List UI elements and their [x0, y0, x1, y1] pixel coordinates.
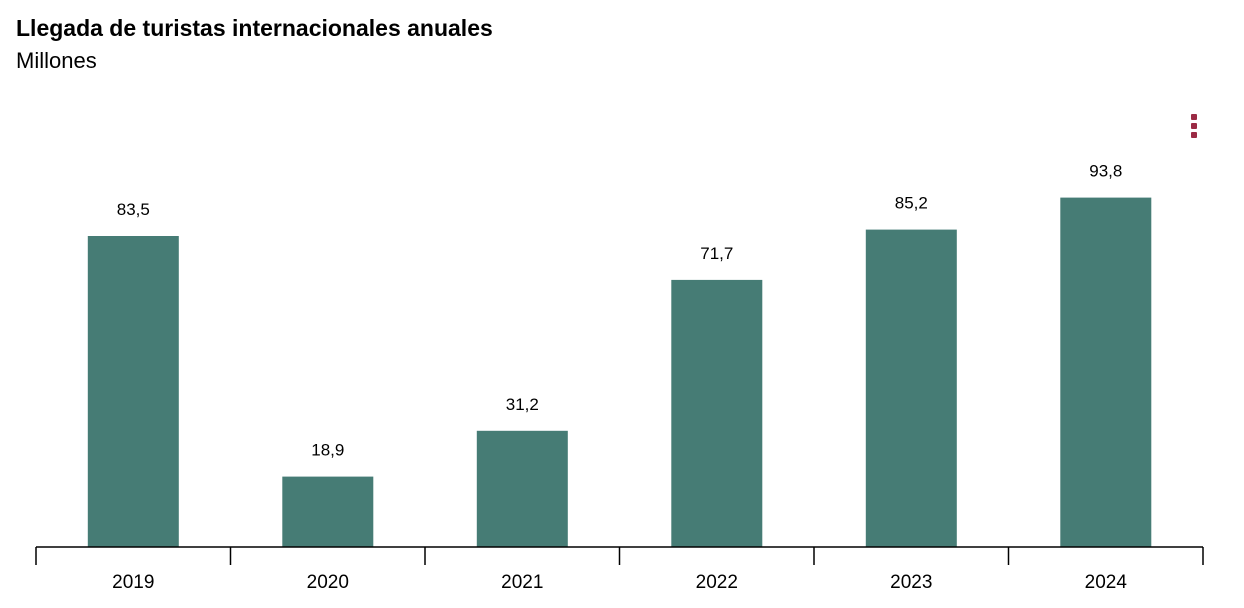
value-label-2019: 83,5 — [117, 200, 150, 219]
value-label-2021: 31,2 — [506, 395, 539, 414]
bars-layer — [87, 197, 1152, 547]
value-label-2022: 71,7 — [700, 244, 733, 263]
bar-2023 — [865, 229, 957, 547]
bar-2022 — [671, 279, 763, 547]
x-tick-label-2021: 2021 — [501, 572, 543, 593]
x-tick-label-2022: 2022 — [696, 572, 738, 593]
x-tick-label-2023: 2023 — [890, 572, 932, 593]
chart-subtitle: Millones — [16, 48, 97, 73]
more-vertical-icon — [1191, 132, 1197, 138]
value-label-2020: 18,9 — [311, 441, 344, 460]
x-tick-label-2024: 2024 — [1085, 572, 1128, 593]
chart-title: Llegada de turistas internacionales anua… — [16, 15, 493, 41]
x-tick-label-2020: 2020 — [307, 572, 349, 593]
bar-2020 — [282, 476, 374, 547]
bar-2021 — [476, 430, 568, 547]
chart-menu-button[interactable] — [1184, 112, 1204, 140]
more-vertical-icon — [1191, 114, 1197, 120]
value-label-2023: 85,2 — [895, 194, 928, 213]
bar-2024 — [1060, 197, 1152, 547]
bar-2019 — [87, 236, 179, 547]
x-tick-label-2019: 2019 — [112, 572, 154, 593]
value-labels-layer: 83,5 18,9 31,2 71,7 85,2 93,8 — [117, 162, 1123, 460]
value-label-2024: 93,8 — [1089, 162, 1122, 181]
more-vertical-icon — [1191, 123, 1197, 129]
x-axis: 2019 2020 2021 2022 2023 2024 — [35, 546, 1204, 593]
